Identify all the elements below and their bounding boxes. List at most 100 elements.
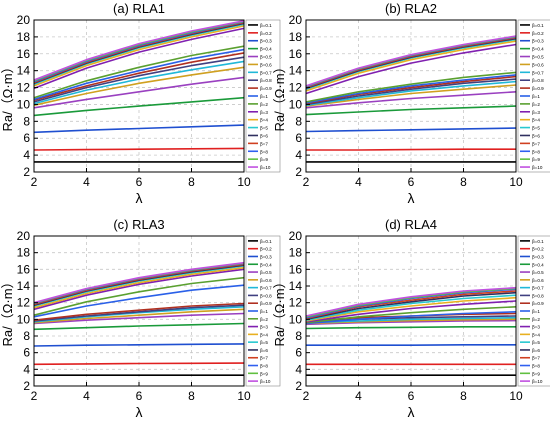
y-tick-label: 20	[17, 13, 31, 27]
legend-item-label: β=0.4	[532, 47, 544, 52]
y-tick-label: 12	[289, 81, 303, 95]
legend-item-label: β=1	[260, 309, 268, 314]
legend-item-label: β=0.7	[260, 70, 272, 75]
chart-title: (d) RLA4	[385, 217, 437, 232]
legend-item-label: β=7	[260, 356, 268, 361]
legend-item-label: β=0.9	[532, 86, 544, 91]
legend-item-label: β=0.5	[260, 270, 272, 275]
legend-item-label: β=3	[532, 325, 540, 330]
y-tick-label: 20	[289, 229, 303, 243]
legend-item-label: β=4	[260, 332, 268, 337]
x-tick-label: 2	[31, 175, 38, 189]
x-axis-label: λ	[136, 404, 143, 420]
chart-title: (a) RLA1	[113, 1, 165, 16]
x-tick-label: 10	[509, 175, 523, 189]
legend-item-label: β=9	[532, 371, 540, 376]
legend-item-label: β=0.1	[260, 239, 272, 244]
y-tick-label: 14	[17, 279, 31, 293]
y-tick-label: 10	[289, 312, 303, 326]
x-tick-label: 6	[408, 175, 415, 189]
chart-title: (c) RLA3	[113, 217, 164, 232]
y-axis-label: Ra/（Ω·m）	[272, 275, 287, 346]
legend-item-label: β=0.5	[532, 270, 544, 275]
legend-item-label: β=8	[260, 149, 268, 154]
series-line	[306, 149, 516, 150]
x-tick-label: 4	[83, 175, 90, 189]
x-tick-label: 6	[408, 389, 415, 403]
legend-item-label: β=1	[532, 94, 540, 99]
legend-item-label: β=0.2	[532, 247, 544, 252]
legend-item-label: β=8	[532, 149, 540, 154]
legend-item-label: β=7	[260, 141, 268, 146]
y-tick-label: 4	[295, 362, 302, 376]
legend-item-label: β=0.1	[532, 23, 544, 28]
legend-item-label: β=10	[532, 379, 543, 384]
chart-title: (b) RLA2	[385, 1, 437, 16]
legend-item-label: β=6	[532, 348, 540, 353]
x-tick-label: 8	[188, 389, 195, 403]
y-tick-label: 16	[289, 262, 303, 276]
legend-item-label: β=0.3	[532, 254, 544, 259]
x-tick-label: 10	[237, 175, 251, 189]
x-tick-label: 4	[83, 389, 90, 403]
y-tick-label: 6	[295, 131, 302, 145]
legend-item-label: β=1	[260, 94, 268, 99]
x-tick-label: 6	[136, 175, 143, 189]
y-tick-label: 10	[289, 97, 303, 111]
y-tick-label: 18	[289, 246, 303, 260]
series-line	[34, 148, 244, 150]
legend-item-label: β=0.8	[260, 78, 272, 83]
legend-item-label: β=5	[532, 126, 540, 131]
y-tick-label: 2	[23, 165, 30, 179]
legend-item-label: β=0.7	[260, 286, 272, 291]
y-tick-label: 18	[289, 30, 303, 44]
legend-item-label: β=2	[260, 102, 268, 107]
y-tick-label: 4	[23, 148, 30, 162]
legend-item-label: β=2	[532, 317, 540, 322]
legend-item-label: β=8	[260, 364, 268, 369]
y-axis-label: Ra/（Ω·m）	[0, 60, 15, 131]
series-line	[34, 125, 244, 132]
legend-item-label: β=0.4	[260, 47, 272, 52]
x-tick-label: 8	[188, 175, 195, 189]
x-tick-label: 10	[509, 389, 523, 403]
y-tick-label: 6	[295, 346, 302, 360]
y-axis-label: Ra/（Ω·m）	[272, 60, 287, 131]
y-tick-label: 14	[17, 64, 31, 78]
y-tick-label: 20	[289, 13, 303, 27]
y-tick-label: 10	[17, 312, 31, 326]
y-tick-label: 12	[17, 296, 31, 310]
y-tick-label: 8	[23, 114, 30, 128]
legend-item-label: β=0.2	[260, 247, 272, 252]
legend-item-label: β=0.1	[532, 239, 544, 244]
x-tick-label: 2	[303, 175, 310, 189]
legend-item-label: β=10	[260, 165, 271, 170]
legend-item-label: β=0.6	[260, 278, 272, 283]
legend-item-label: β=0.6	[532, 278, 544, 283]
y-tick-label: 18	[17, 30, 31, 44]
y-axis-label: Ra/（Ω·m）	[0, 275, 15, 346]
y-tick-label: 14	[289, 279, 303, 293]
y-tick-label: 2	[23, 379, 30, 393]
x-tick-label: 4	[355, 389, 362, 403]
legend-item-label: β=0.6	[260, 62, 272, 67]
legend-item-label: β=1	[532, 309, 540, 314]
y-tick-label: 16	[17, 262, 31, 276]
legend-item-label: β=0.9	[260, 86, 272, 91]
x-tick-label: 10	[237, 389, 251, 403]
y-tick-label: 4	[23, 362, 30, 376]
legend-item-label: β=7	[532, 356, 540, 361]
legend-item-label: β=4	[532, 332, 540, 337]
legend-item-label: β=9	[260, 157, 268, 162]
legend-item-label: β=3	[532, 110, 540, 115]
legend-item-label: β=0.9	[260, 301, 272, 306]
x-axis-label: λ	[136, 190, 143, 206]
legend-item-label: β=4	[532, 118, 540, 123]
legend-item-label: β=2	[532, 102, 540, 107]
x-tick-label: 6	[136, 389, 143, 403]
